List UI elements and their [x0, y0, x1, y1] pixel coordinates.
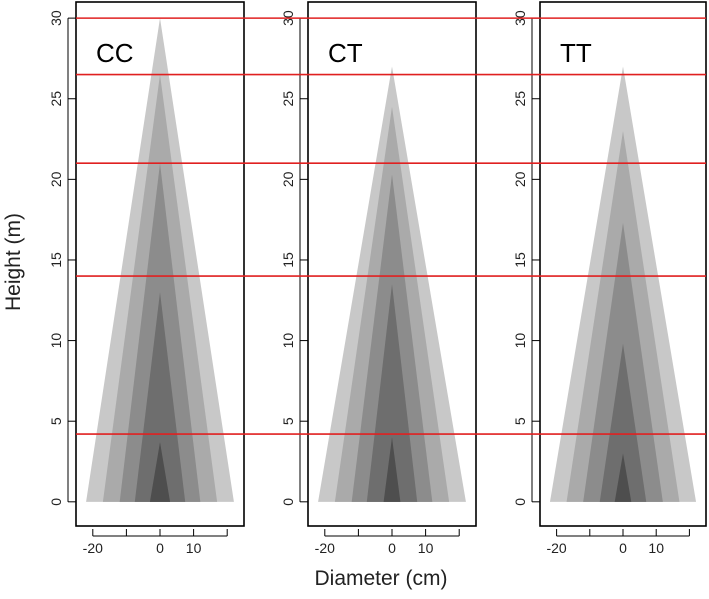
layer-5-triangle [614, 453, 632, 502]
reference-lines-layer [76, 17, 706, 435]
y-tick-label: 5 [48, 417, 64, 425]
x-axis-label: Diameter (cm) [314, 567, 447, 590]
y-tick-label: 0 [280, 498, 296, 506]
y-tick-label: 15 [512, 252, 528, 268]
y-tick-label: 0 [512, 498, 528, 506]
plot-frame [75, 1, 245, 527]
y-tick-label: 5 [280, 417, 296, 425]
y-tick-label: 15 [280, 252, 296, 268]
layer-5-triangle [383, 437, 401, 502]
panel-label: TT [560, 38, 592, 68]
y-tick-label: 10 [512, 333, 528, 349]
x-tick-label: 0 [156, 540, 164, 556]
layer-5-triangle [149, 442, 171, 502]
x-tick-label: 10 [418, 540, 434, 556]
y-tick-label: 5 [512, 417, 528, 425]
y-tick-label: 20 [280, 171, 296, 187]
layer-4-triangle [366, 284, 418, 502]
y-tick-label: 10 [48, 333, 64, 349]
y-tick-label: 25 [48, 91, 64, 107]
x-tick-label: 0 [619, 540, 627, 556]
y-tick-label: 10 [280, 333, 296, 349]
panel-label: CT [328, 38, 363, 68]
y-tick-label: 25 [280, 91, 296, 107]
y-tick-label: 20 [512, 171, 528, 187]
panel-cc: CC 0 5 10 15 20 25 30 -20 0 10 [48, 1, 245, 556]
x-tick-label: 10 [186, 540, 202, 556]
panels-layer: CC 0 5 10 15 20 25 30 -20 0 10 CT 0 5 10 15 20 25 30 -20 0 10… [48, 1, 707, 556]
y-tick-label: 25 [512, 91, 528, 107]
y-tick-label: 30 [48, 10, 64, 26]
plot-frame [539, 1, 707, 527]
y-tick-label: 15 [48, 252, 64, 268]
layer-4-triangle [134, 292, 186, 502]
layer-4-triangle [599, 343, 647, 502]
plot-frame [307, 1, 477, 527]
y-axis-label: Height (m) [2, 213, 25, 311]
y-tick-label: 20 [48, 171, 64, 187]
x-tick-label: -20 [83, 540, 103, 556]
y-tick-label: 0 [48, 498, 64, 506]
panel-label: CC [96, 38, 134, 68]
x-tick-label: -20 [546, 540, 566, 556]
x-tick-label: 10 [648, 540, 664, 556]
x-tick-label: 0 [388, 540, 396, 556]
x-tick-label: -20 [315, 540, 335, 556]
